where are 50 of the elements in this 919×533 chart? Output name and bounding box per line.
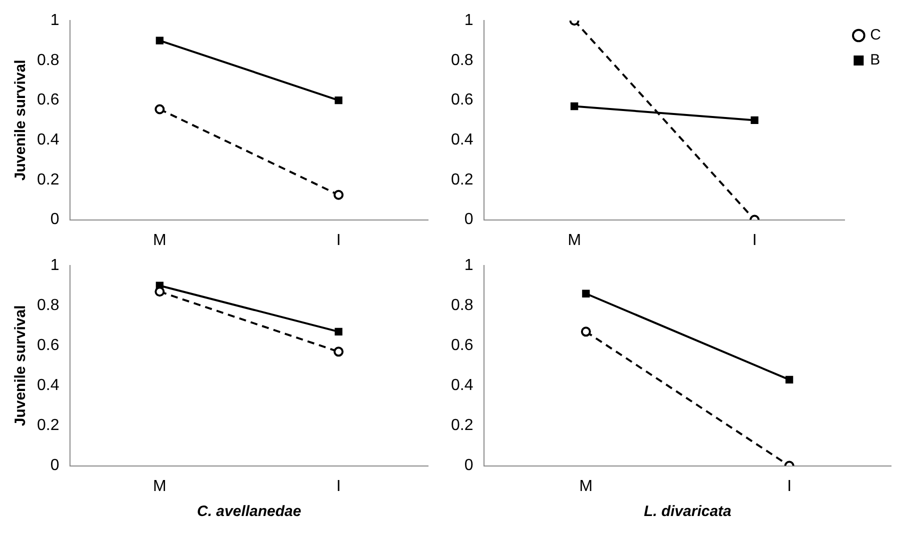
y-tick-label: 0.2 (36, 417, 60, 434)
y-tick-label: 0.4 (450, 132, 474, 149)
y-tick-label: 0 (464, 211, 474, 228)
y-tick-label: 0 (50, 211, 60, 228)
x-tick-label: M (579, 478, 593, 495)
y-tick-label: 0.6 (36, 92, 60, 109)
y-tick-label: 0.8 (36, 297, 60, 314)
point (154, 104, 165, 114)
y-tick-label: 1 (464, 257, 474, 274)
point (580, 326, 591, 337)
y-tick-label: 0.8 (450, 52, 474, 69)
y-tick-label: 0.6 (450, 337, 474, 354)
point (785, 376, 794, 384)
point (156, 36, 164, 44)
y-tick-label: 0.2 (36, 171, 60, 188)
y-tick-label: 0.4 (36, 377, 60, 394)
point (582, 290, 590, 298)
y-axis-title: Juvenile survival (12, 60, 30, 181)
y-tick-label: 0.2 (450, 417, 474, 434)
point (334, 328, 342, 336)
x-tick-label: M (153, 232, 166, 249)
x-tick-label: M (153, 478, 166, 495)
y-tick-label: 0 (50, 457, 60, 474)
y-tick-label: 0.8 (450, 297, 474, 314)
x-tick-label: I (336, 478, 341, 495)
y-tick-label: 0.8 (36, 52, 60, 69)
point (154, 286, 165, 297)
x-axis-title: C. avellanedae (197, 503, 302, 520)
point (570, 102, 578, 110)
x-tick-label: I (787, 478, 792, 495)
legend-label: C (870, 26, 882, 44)
y-axis-title: Juvenile survival (12, 305, 30, 426)
x-tick-label: I (752, 232, 757, 249)
y-tick-label: 0 (464, 457, 474, 474)
y-tick-label: 1 (50, 257, 60, 274)
y-tick-label: 0.4 (36, 132, 60, 149)
y-tick-label: 0.2 (450, 171, 474, 188)
point (750, 116, 758, 124)
x-tick-label: I (336, 232, 341, 249)
y-tick-label: 0.6 (450, 92, 474, 109)
point (334, 190, 344, 200)
y-tick-label: 1 (464, 12, 474, 30)
x-tick-label: M (568, 232, 582, 249)
x-axis-title: L. divaricata (644, 503, 732, 520)
y-tick-label: 0.6 (36, 337, 60, 354)
point (334, 346, 344, 357)
point (334, 96, 342, 104)
y-tick-label: 0.4 (450, 377, 474, 394)
y-tick-label: 1 (50, 12, 60, 30)
legend-label: B (870, 52, 880, 69)
